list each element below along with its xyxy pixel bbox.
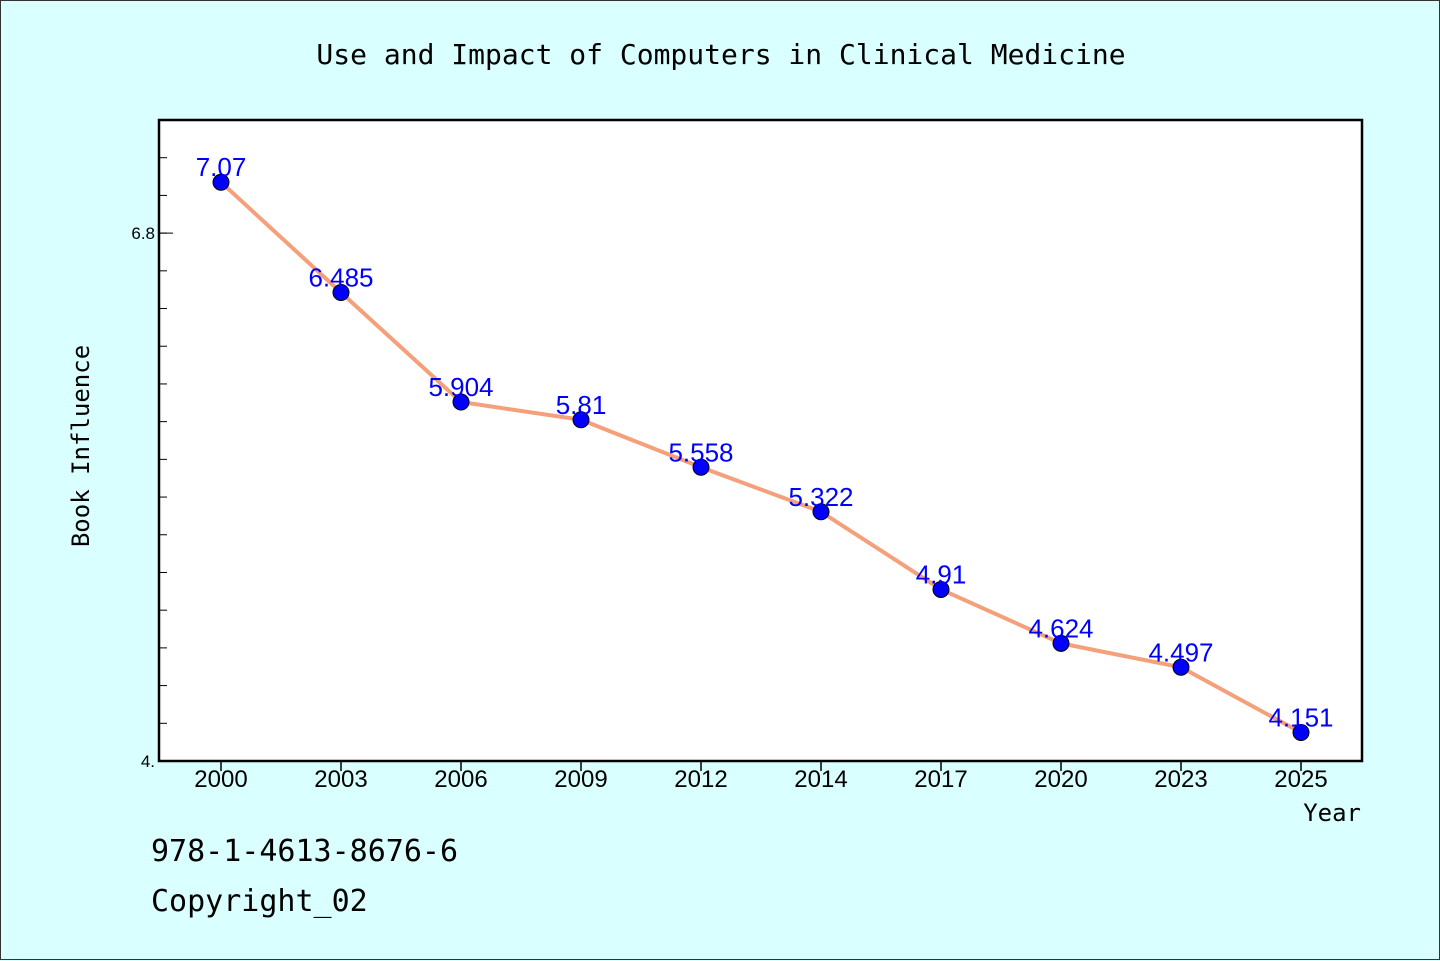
- data-point: [332, 284, 350, 302]
- data-point: [692, 458, 710, 476]
- data-label: 5.558: [668, 437, 733, 467]
- series-polyline: [219, 180, 1302, 735]
- data-label: 4.91: [916, 559, 967, 589]
- y-tick-label: 4.: [141, 752, 155, 771]
- x-tick-label: 2000: [194, 766, 247, 793]
- x-tick-label: 2023: [1154, 766, 1207, 793]
- data-label: 5.904: [428, 372, 493, 402]
- data-point: [812, 503, 830, 521]
- data-labels: 7.07 6.485 5.904 5.81 5.558 5.322 4.91 4.624 4.4…: [196, 152, 1334, 732]
- x-axis-label: Year: [1303, 799, 1361, 827]
- x-tick-label: 2014: [794, 766, 847, 793]
- x-tick-label: 2020: [1034, 766, 1087, 793]
- data-point: [932, 580, 950, 598]
- x-tick-label: 2003: [314, 766, 367, 793]
- data-label: 5.81: [556, 390, 607, 420]
- plot-area: [157, 118, 1364, 763]
- x-tick-label: 2006: [434, 766, 487, 793]
- x-tick-label: 2017: [914, 766, 967, 793]
- x-tick-label: 2025: [1274, 766, 1327, 793]
- data-label: 5.322: [788, 482, 853, 512]
- data-point: [1172, 658, 1190, 676]
- data-label: 7.07: [196, 152, 247, 182]
- series-line: [212, 173, 1310, 742]
- chart-title: Use and Impact of Computers in Clinical …: [316, 38, 1125, 71]
- x-tick-label: 2012: [674, 766, 727, 793]
- data-point: [1292, 724, 1310, 742]
- copyright-text: Copyright_02: [151, 884, 368, 919]
- x-axis: 2000 2003 2006 2009 2012 2014 2017 2020 2023 2025: [194, 761, 1328, 793]
- data-label: 4.624: [1028, 613, 1093, 643]
- y-axis-label: Book Influence: [67, 345, 95, 547]
- data-label: 4.151: [1268, 703, 1333, 733]
- data-label: 4.497: [1148, 637, 1213, 667]
- data-point: [1052, 634, 1070, 652]
- isbn-text: 978-1-4613-8676-6: [151, 834, 459, 869]
- y-tick-label: 6.8: [131, 224, 155, 243]
- data-point: [572, 411, 590, 429]
- x-tick-label: 2009: [554, 766, 607, 793]
- data-point: [452, 393, 470, 411]
- data-label: 6.485: [308, 263, 373, 293]
- data-point: [212, 173, 230, 191]
- y-axis: 4. 6.8: [131, 157, 173, 771]
